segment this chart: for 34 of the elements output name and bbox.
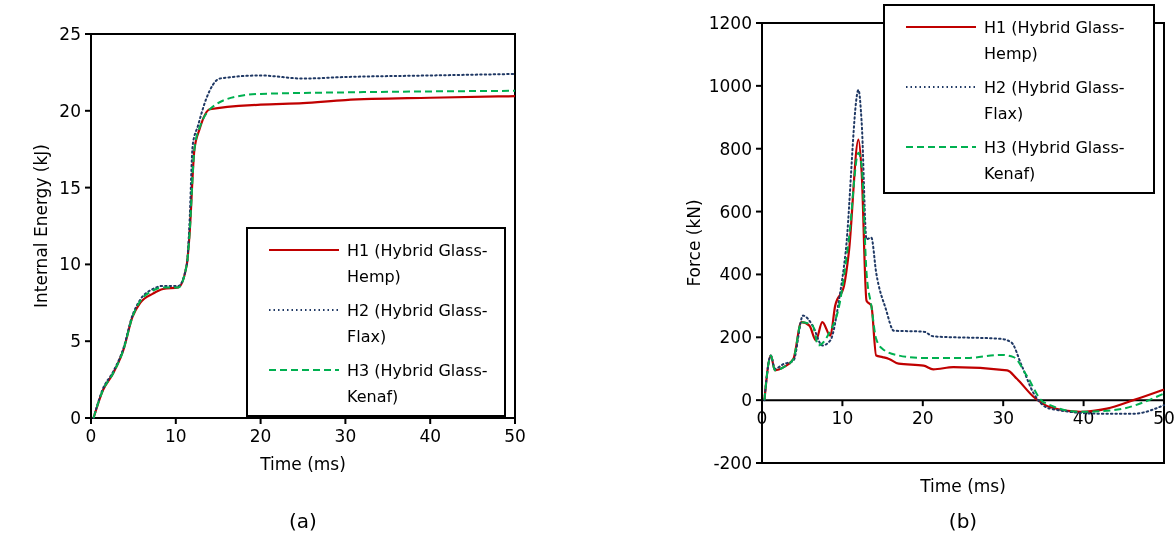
- x-axis-title: Time (ms): [259, 454, 346, 474]
- legend-label: H3 (Hybrid Glass-Kenaf): [984, 137, 1125, 183]
- text: (b): [948, 509, 978, 533]
- y-tick-label: 25: [59, 23, 81, 44]
- legend-label: H1 (Hybrid Glass-Hemp): [984, 17, 1125, 63]
- legend-label: H2 (Hybrid Glass-Flax): [984, 77, 1125, 123]
- x-axis-title: Time (ms): [919, 476, 1006, 496]
- y-tick-label: 15: [59, 177, 81, 198]
- y-tick-label: 800: [719, 138, 752, 159]
- legend-label: H2 (Hybrid Glass-Flax): [347, 300, 488, 346]
- y-tick-label: 0: [741, 390, 752, 411]
- y-tick-label: 1200: [708, 12, 752, 33]
- y-tick-label: 200: [719, 327, 752, 348]
- x-tick-label: 0: [85, 426, 97, 446]
- y-axis-title: Force (kN): [684, 199, 704, 287]
- x-tick-label: 40: [419, 426, 442, 446]
- legend-label: H1 (Hybrid Glass-Hemp): [347, 240, 488, 286]
- y-tick-label: -200: [713, 452, 752, 473]
- y-tick-label: 20: [59, 100, 81, 121]
- text: (a): [289, 509, 317, 533]
- y-tick-label: 1000: [708, 75, 752, 96]
- y-tick-label: 10: [59, 254, 81, 275]
- y-tick-label: 600: [719, 201, 752, 222]
- x-tick-label: 20: [911, 408, 934, 429]
- legend-label: H3 (Hybrid Glass-Kenaf): [347, 360, 488, 406]
- y-axis-title: Internal Energy (kJ): [31, 144, 51, 308]
- x-tick-label: 30: [992, 408, 1015, 429]
- x-tick-label: 50: [504, 426, 526, 446]
- y-tick-label: 400: [719, 264, 752, 285]
- y-tick-label: 5: [70, 331, 81, 352]
- x-tick-label: 30: [334, 426, 357, 446]
- x-tick-label: 20: [249, 426, 272, 446]
- x-tick-label: 10: [831, 408, 854, 429]
- x-tick-label: 10: [164, 426, 187, 446]
